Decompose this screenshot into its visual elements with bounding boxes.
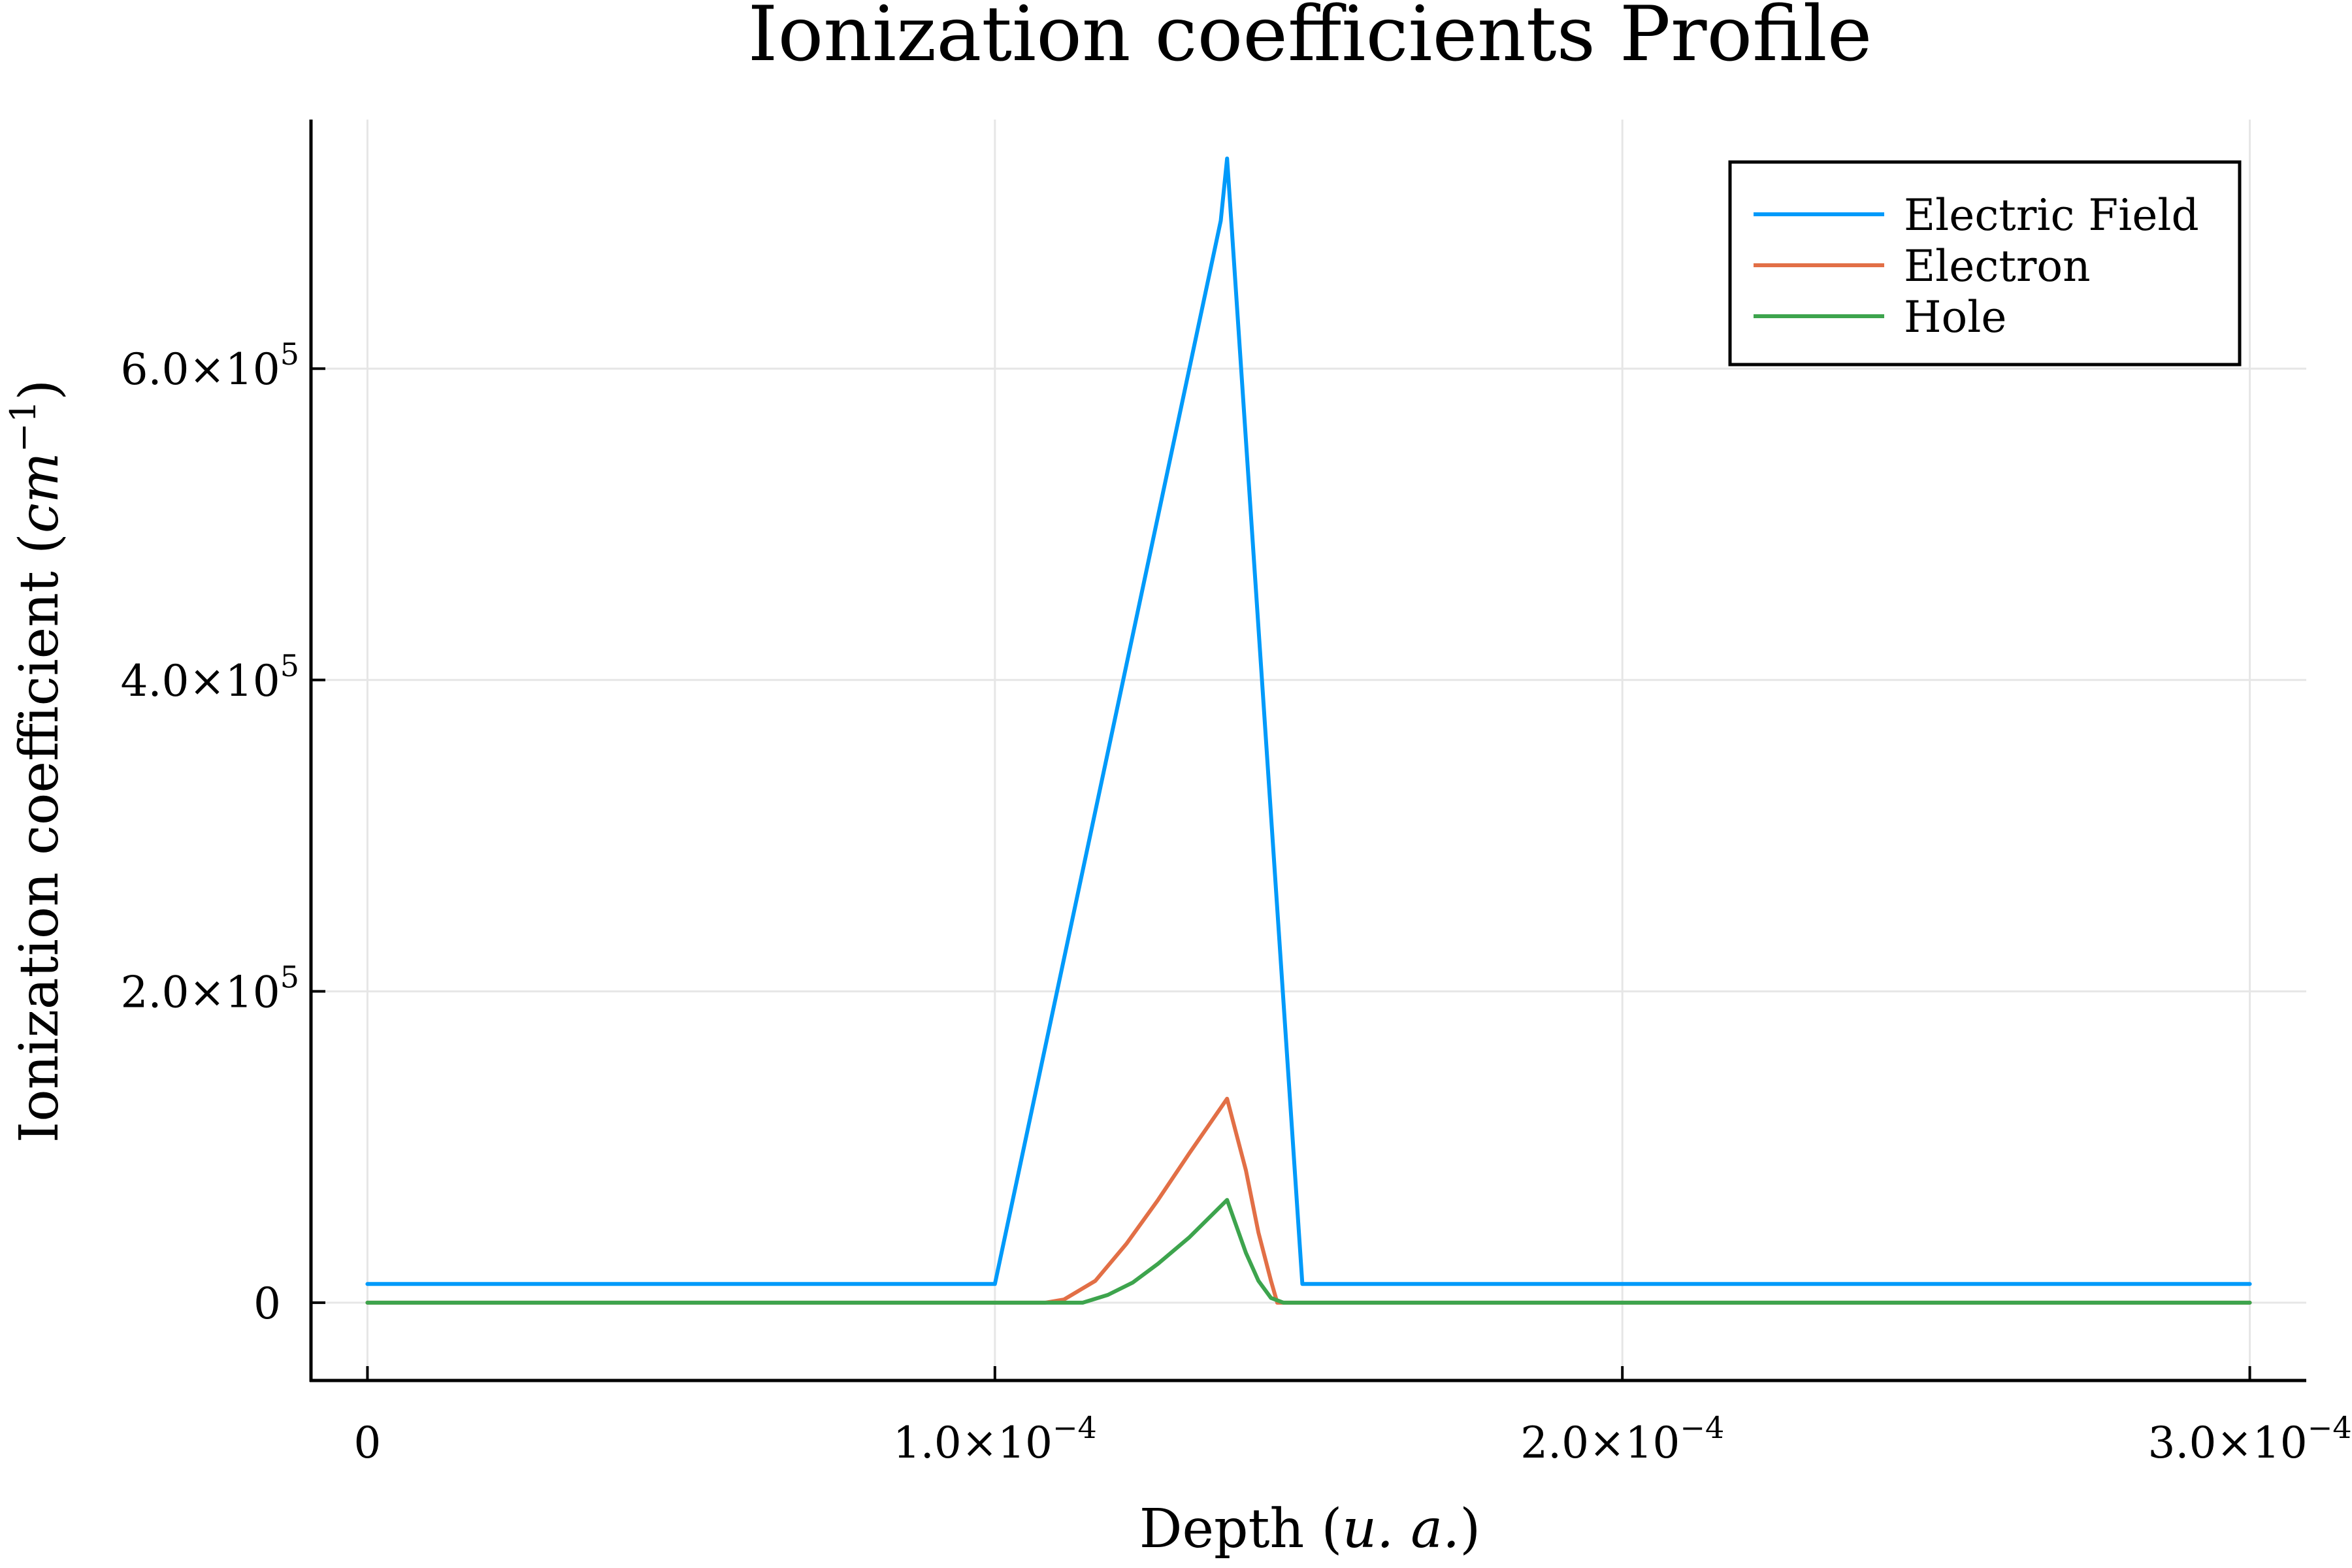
y-tick-label-mantissa: 6.0×10 [120,344,280,395]
x-tick-label-mantissa: 2.0×10 [1520,1418,1680,1468]
x-axis-label-close: ) [1460,1498,1480,1560]
grid-lines [311,120,2306,1380]
series-lines [365,156,2252,1305]
y-tick-label-mantissa: 4.0×10 [120,656,280,706]
x-tick-label-exponent: −4 [2308,1410,2352,1445]
legend-label: Electric Field [1904,190,2199,240]
series-line-electric-field [365,156,2252,1286]
legend-label: Hole [1904,292,2006,342]
x-tick-label: 2.0×10−4 [1520,1410,1724,1468]
x-axis-label: Depth (u. a.) [1139,1498,1481,1560]
y-axis-label-text: Ionization coefficient ( [8,533,71,1143]
x-tick-label: 0 [353,1418,381,1468]
x-tick-label: 1.0×10−4 [893,1410,1097,1468]
y-axis-label-close: ) [8,380,71,400]
y-tick-label-exponent: 5 [280,959,299,994]
y-tick-label-mantissa: 0 [253,1279,281,1329]
x-axis-label-text: Depth ( [1139,1498,1343,1560]
y-tick-label-exponent: 5 [280,648,299,683]
series-line-electron [365,1096,2252,1305]
series-line-hole [365,1198,2252,1305]
x-tick-label-mantissa: 1.0×10 [893,1418,1053,1468]
y-axis-label-superscript: −1 [3,400,44,453]
x-tick-label-mantissa: 0 [353,1418,381,1468]
y-tick-label: 2.0×105 [120,959,299,1017]
y-axis-label-math: cm [8,452,71,533]
x-tick-label: 3.0×10−4 [2148,1410,2352,1468]
y-tick-label: 0 [253,1279,281,1329]
y-tick-label-mantissa: 2.0×10 [120,967,280,1017]
x-axis-label-math: u. a. [1342,1498,1460,1560]
chart-title: Ionization coefficients Profile [748,0,1872,78]
x-tick-label-exponent: −4 [1053,1410,1097,1445]
y-axis-label: Ionization coefficient (cm−1) [3,380,71,1143]
axes [309,120,2306,1382]
tick-labels: 0 1.0×10−4 2.0×10−4 3.0×10−402.0×1054.0×105… [120,336,2351,1468]
x-tick-label-exponent: −4 [1680,1410,1724,1445]
y-tick-label: 6.0×105 [120,336,299,395]
x-tick-label-mantissa: 3.0×10 [2148,1418,2308,1468]
y-tick-label-exponent: 5 [280,336,299,372]
legend-label: Electron [1904,241,2091,291]
y-tick-label: 4.0×105 [120,648,299,706]
